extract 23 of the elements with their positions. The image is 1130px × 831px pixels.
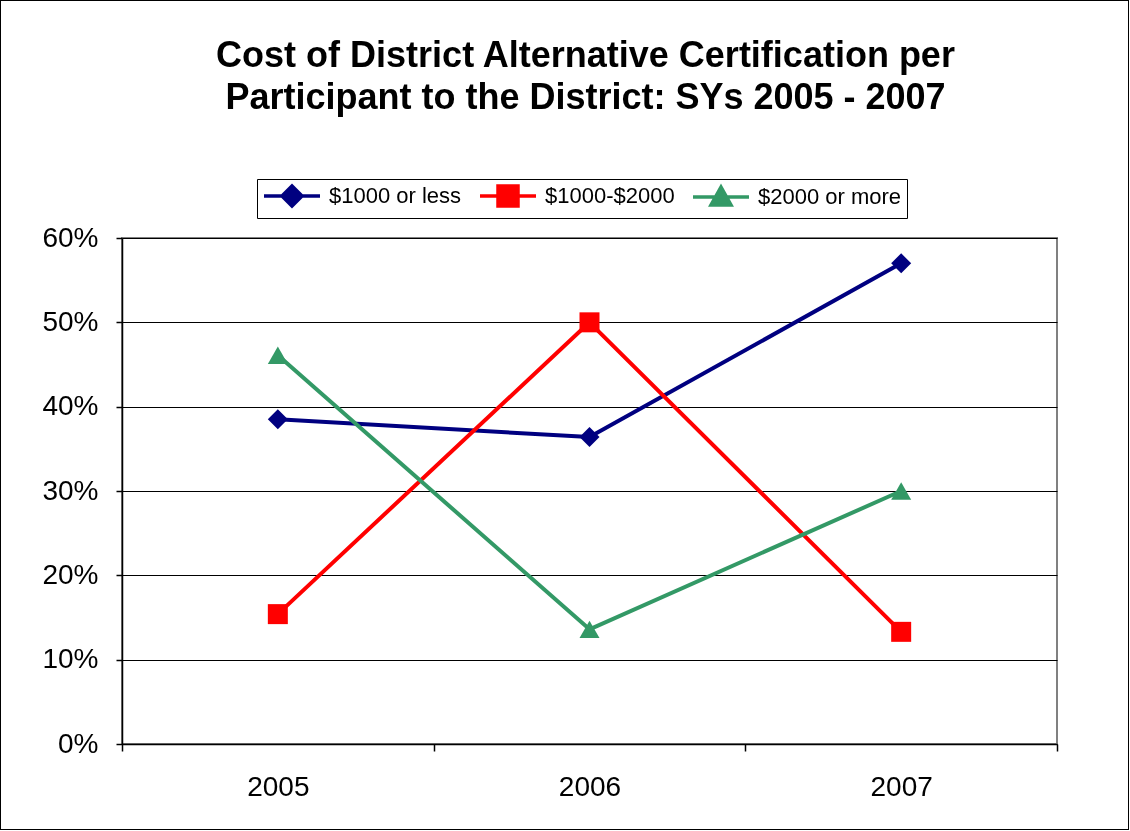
point [891, 621, 912, 642]
y-tick-label: 0% [58, 727, 99, 759]
point [579, 427, 600, 448]
point [891, 482, 912, 500]
x-tick-label: 2005 [247, 770, 310, 802]
y-tick-label: 60% [42, 221, 99, 253]
point [579, 620, 600, 638]
point [267, 604, 288, 625]
legend-label: $2000 or more [758, 184, 902, 209]
legend-label: $1000 or less [329, 183, 462, 208]
y-tick-label: 30% [42, 474, 99, 506]
point [267, 346, 288, 364]
chart-title: Cost of District Alternative Certification per Participant to the District: SYs 2005 - 2007 [216, 33, 955, 117]
y-tick-label: 10% [42, 643, 99, 675]
point [579, 312, 600, 333]
y-tick-label: 20% [42, 558, 99, 590]
x-tick-label: 2006 [558, 770, 622, 802]
x-tick-label: 2007 [870, 770, 933, 802]
legend-label: $1000-$2000 [545, 183, 675, 208]
point [891, 253, 912, 274]
point [267, 409, 288, 430]
y-tick-label: 40% [42, 390, 99, 422]
y-tick-label: 50% [42, 305, 99, 337]
